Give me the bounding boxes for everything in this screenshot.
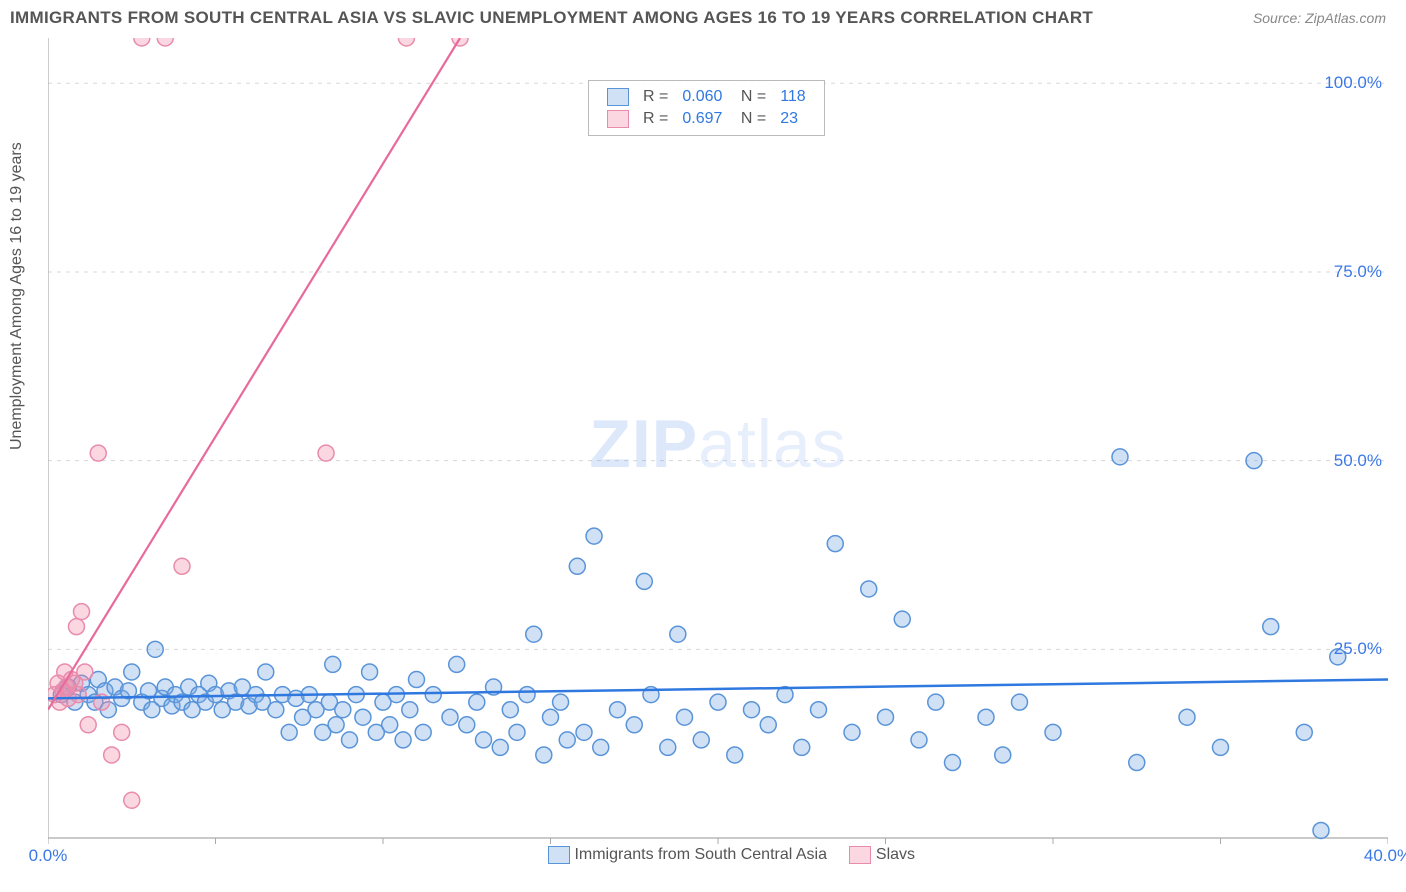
legend-row-series-0: R = 0.060 N = 118: [601, 87, 812, 107]
y-tick-label: 100.0%: [1324, 73, 1382, 93]
legend-swatch-series-1: [607, 110, 629, 128]
y-tick-label: 25.0%: [1334, 639, 1382, 659]
legend-n-label: N =: [730, 109, 772, 129]
legend-n-label: N =: [730, 87, 772, 107]
legend-n-value-1[interactable]: 23: [774, 109, 812, 129]
legend-item-series-0: Immigrants from South Central Asia: [548, 846, 827, 864]
y-tick-label: 50.0%: [1334, 451, 1382, 471]
legend-item-series-1: Slavs: [849, 846, 915, 864]
y-tick-label: 75.0%: [1334, 262, 1382, 282]
legend-r-label: R =: [637, 109, 674, 129]
chart-area: ZIPatlas R = 0.060 N = 118 R = 0.697 N =…: [48, 38, 1388, 858]
legend-row-series-1: R = 0.697 N = 23: [601, 109, 812, 129]
legend-n-value-0[interactable]: 118: [774, 87, 812, 107]
scatter-chart-svg: [48, 38, 1388, 858]
y-axis-label: Unemployment Among Ages 16 to 19 years: [8, 142, 26, 450]
chart-title: IMMIGRANTS FROM SOUTH CENTRAL ASIA VS SL…: [10, 8, 1093, 28]
legend-swatch-series-1: [849, 846, 871, 864]
series-legend: Immigrants from South Central Asia Slavs: [548, 846, 933, 864]
legend-r-value-1[interactable]: 0.697: [676, 109, 728, 129]
x-tick-label: 0.0%: [29, 846, 68, 866]
legend-swatch-series-0: [607, 88, 629, 106]
legend-label-series-1: Slavs: [876, 846, 915, 863]
legend-label-series-0: Immigrants from South Central Asia: [574, 846, 827, 863]
correlation-legend-table: R = 0.060 N = 118 R = 0.697 N = 23: [599, 85, 814, 131]
correlation-legend: R = 0.060 N = 118 R = 0.697 N = 23: [588, 80, 825, 136]
legend-swatch-series-0: [548, 846, 570, 864]
legend-r-label: R =: [637, 87, 674, 107]
source-attribution: Source: ZipAtlas.com: [1253, 10, 1386, 26]
legend-r-value-0[interactable]: 0.060: [676, 87, 728, 107]
x-tick-label: 40.0%: [1364, 846, 1406, 866]
